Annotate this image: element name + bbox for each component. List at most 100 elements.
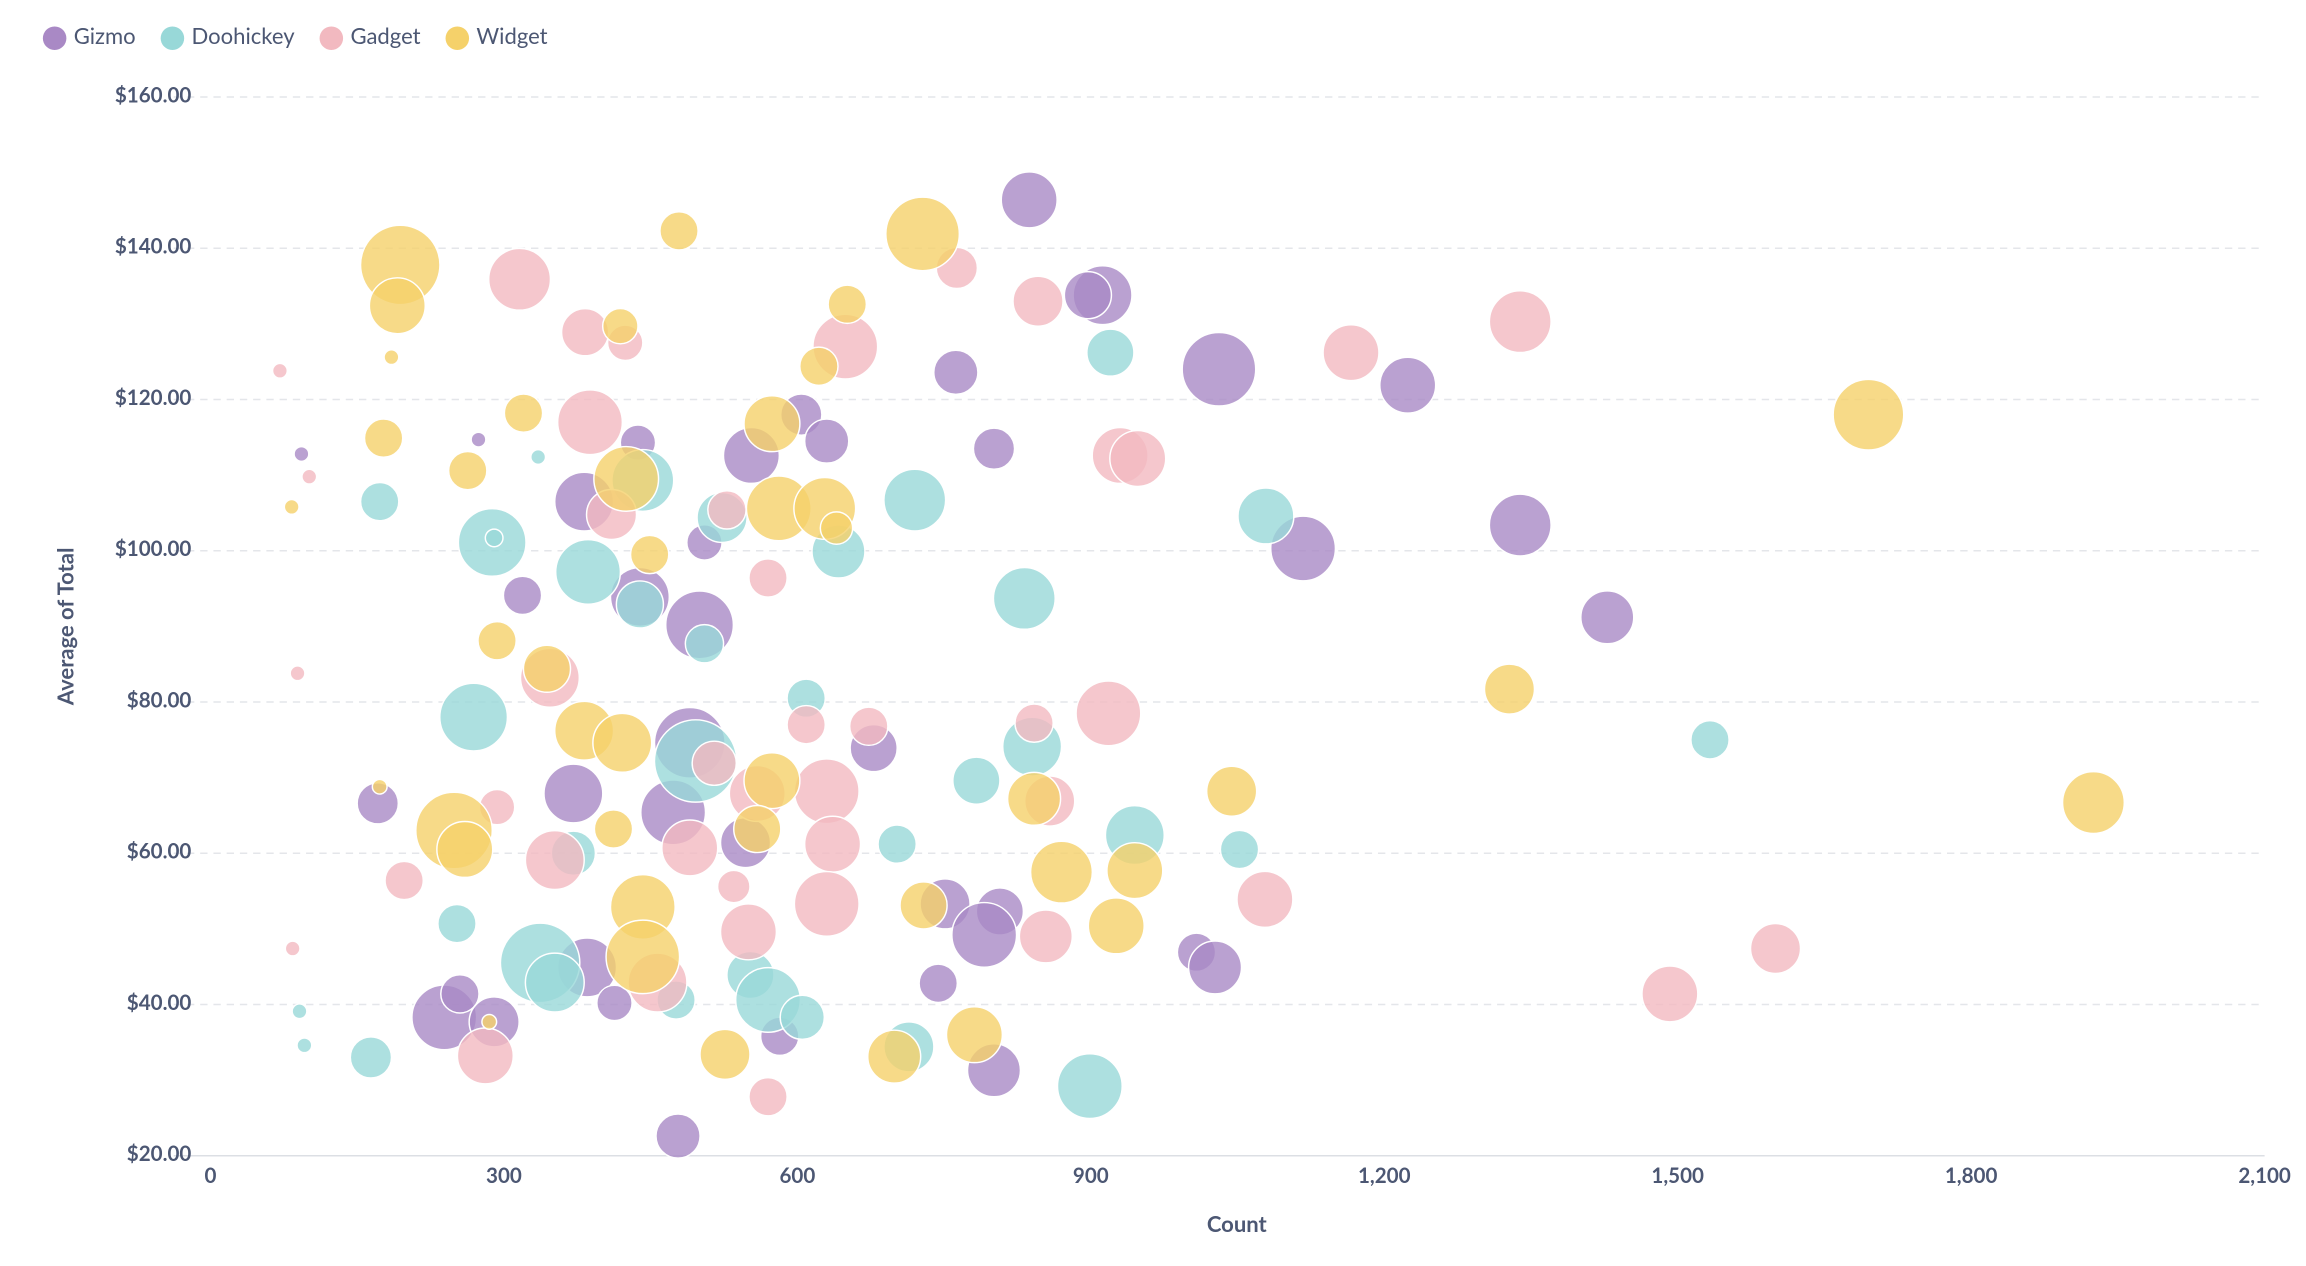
legend-item[interactable]: Gizmo [42,22,136,50]
x-tick-label: 900 [1073,1164,1109,1188]
y-tick-label: $120.00 [115,386,192,410]
bubble [1018,909,1074,964]
bubble [779,994,826,1041]
x-tick-label: 1,800 [1945,1164,1998,1188]
legend-item[interactable]: Doohickey [160,22,296,50]
bubble [2061,770,2126,835]
bubble [522,644,572,693]
x-tick-label: 1,500 [1651,1164,1704,1188]
bubble [655,1113,701,1159]
bubble [601,307,639,345]
bubble [1187,940,1243,995]
bubble [481,1013,498,1030]
bubble [301,468,318,485]
bubble [1690,719,1730,760]
bubble [437,903,477,944]
bubble [1379,356,1437,414]
bubble [1063,270,1113,320]
bubble [596,984,633,1022]
x-axis-title: Count [1207,1210,1268,1237]
y-tick-label: $160.00 [115,83,192,107]
bubble [556,389,624,456]
bubble [291,1003,308,1020]
bubble [359,481,400,522]
bubble [1205,765,1258,817]
bubble [819,511,854,545]
bubble [743,395,801,453]
bubble [1832,378,1905,451]
bubble [456,1027,515,1085]
bubble [992,566,1056,631]
bubble [1322,323,1380,382]
bubble [439,682,509,752]
x-tick-label: 0 [205,1164,217,1188]
bubble [848,706,889,747]
bubble [786,704,827,745]
bubble [440,974,480,1014]
legend-item[interactable]: Gadget [319,22,421,50]
bubble [1488,290,1552,354]
bubble [1749,922,1802,975]
y-tick-label: $20.00 [127,1142,192,1166]
bubble [543,763,604,824]
y-tick-label: $140.00 [115,235,192,259]
bubble [716,869,751,904]
bubble [283,498,300,515]
bubble [289,665,306,682]
bubble [1087,897,1145,955]
bubble [384,860,425,901]
bubble [615,580,665,629]
bubble [1029,840,1094,904]
bubble [867,1029,922,1084]
bubble [661,819,719,877]
bubble [524,829,585,891]
bubble [793,758,860,825]
legend-item[interactable]: Widget [445,22,548,50]
bubble [827,284,868,325]
x-tick-label: 2,100 [2238,1164,2291,1188]
bubble [1075,680,1142,747]
bubble [371,778,388,795]
bubble [484,528,504,548]
bubble [684,623,725,664]
bubble [1000,171,1058,229]
x-tick-label: 600 [779,1164,815,1188]
legend-label: Gadget [350,22,420,49]
y-tick-label: $100.00 [115,537,192,561]
bubble [899,881,948,930]
bubble [349,1036,393,1079]
x-tick-label: 1,200 [1358,1164,1411,1188]
bubble [691,740,738,787]
bubble [593,445,660,513]
legend-label: Gizmo [74,22,136,49]
y-axis-title: Average of Total [52,548,79,707]
bubble [743,751,801,810]
bubble [748,1076,788,1117]
legend[interactable]: Gizmo Doohickey Gadget Widget [42,22,548,50]
bubble [503,393,544,433]
bubble [1056,1053,1123,1120]
bubble [368,277,426,335]
bubble [1006,771,1062,826]
bubble [447,450,488,491]
legend-swatch [319,26,344,50]
bubble [803,418,850,464]
bubble [363,418,404,458]
bubble [952,756,1001,805]
bubble [793,870,860,937]
legend-swatch [160,26,185,50]
bubble [1086,328,1135,377]
bubble [883,468,947,532]
legend-label: Doohickey [192,22,296,49]
bubble [487,247,552,311]
bubble [560,307,610,357]
bubble [707,490,747,530]
bubble [1641,965,1699,1023]
bubble [629,534,670,575]
x-tick-label: 300 [486,1164,522,1188]
bubble [271,362,289,379]
legend-swatch [42,26,67,50]
bubble [436,820,494,879]
